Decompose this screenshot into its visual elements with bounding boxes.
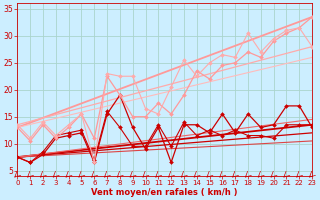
X-axis label: Vent moyen/en rafales ( km/h ): Vent moyen/en rafales ( km/h ) xyxy=(92,188,238,197)
